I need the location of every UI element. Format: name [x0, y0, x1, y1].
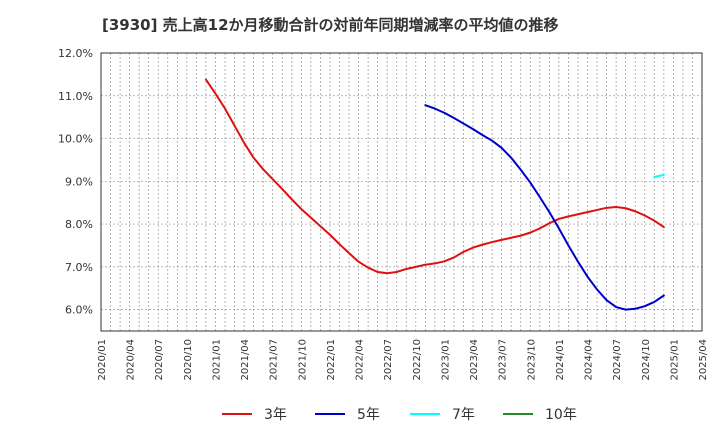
x-tick-label: 2020/01 [97, 339, 108, 381]
y-tick-label: 7.0% [65, 261, 93, 274]
x-tick-label: 2023/07 [498, 339, 509, 381]
chart-title: [3930] 売上高12か月移動合計の対前年同期増減率の平均値の推移 [102, 16, 559, 34]
y-tick-label: 12.0% [58, 47, 93, 60]
x-tick-label: 2022/04 [355, 339, 366, 381]
y-tick-label: 8.0% [65, 218, 93, 231]
x-tick-label: 2021/04 [240, 339, 251, 381]
series-line-3年 [204, 78, 665, 275]
x-tick-label: 2024/10 [641, 339, 652, 381]
x-tick-label: 2022/01 [326, 339, 337, 381]
x-tick-label: 2020/04 [126, 339, 137, 381]
legend-label-3年: 3年 [264, 407, 287, 423]
legend-label-7年: 7年 [452, 407, 475, 423]
y-tick-label: 11.0% [58, 90, 93, 103]
x-tick-label: 2020/10 [183, 339, 194, 381]
legend-label-5年: 5年 [357, 407, 380, 423]
x-tick-label: 2025/04 [698, 339, 709, 381]
plot-area [101, 53, 702, 331]
x-tick-label: 2024/07 [612, 339, 623, 381]
x-tick-label: 2025/01 [669, 339, 680, 381]
x-tick-label: 2024/04 [584, 339, 595, 381]
x-tick-label: 2021/01 [211, 339, 222, 381]
plot-border [100, 52, 703, 332]
x-tick-label: 2023/10 [526, 339, 537, 381]
x-tick-label: 2022/07 [383, 339, 394, 381]
y-tick-label: 9.0% [65, 175, 93, 188]
x-tick-label: 2023/04 [469, 339, 480, 381]
series-line-7年 [653, 173, 665, 179]
legend-label-10年: 10年 [545, 407, 577, 423]
series-line-5年 [424, 104, 665, 311]
y-tick-label: 10.0% [58, 133, 93, 146]
x-tick-label: 2021/10 [297, 339, 308, 381]
x-tick-label: 2021/07 [269, 339, 280, 381]
x-tick-label: 2024/01 [555, 339, 566, 381]
x-tick-label: 2022/10 [412, 339, 423, 381]
x-tick-label: 2020/07 [154, 339, 165, 381]
x-tick-label: 2023/01 [440, 339, 451, 381]
y-tick-label: 6.0% [65, 304, 93, 317]
